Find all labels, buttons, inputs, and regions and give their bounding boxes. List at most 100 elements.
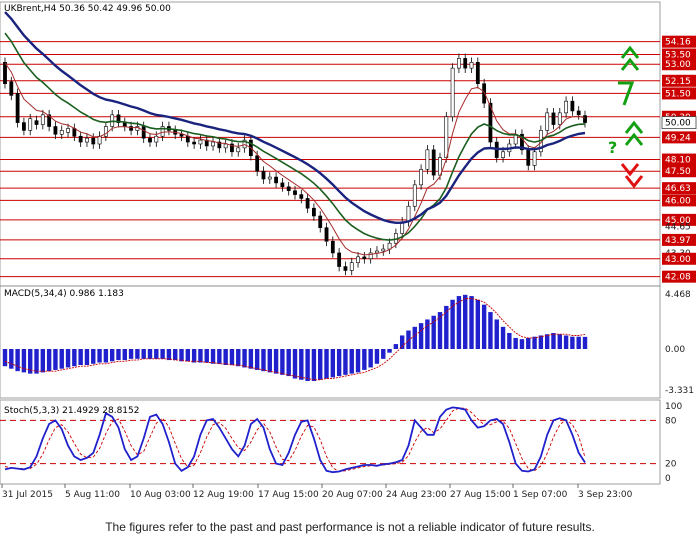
x-tick-label: 12 Aug 19:00	[193, 490, 254, 500]
candle-body	[192, 141, 197, 145]
macd-bar	[450, 299, 455, 349]
macd-bar	[135, 348, 140, 359]
candle-body	[419, 168, 423, 186]
macd-bar	[456, 296, 462, 349]
candle-body	[255, 155, 260, 172]
price-tag	[662, 131, 696, 144]
macd-bar	[84, 348, 90, 365]
candle-body	[286, 186, 291, 191]
question-mark: ?	[608, 138, 617, 157]
x-tick-label: 10 Aug 03:00	[130, 490, 191, 500]
y-tick-label: 42.08	[665, 273, 691, 283]
candle-body	[185, 135, 190, 143]
macd-bar	[166, 348, 172, 361]
y-tick-label: 44.65	[665, 223, 691, 233]
macd-bar	[431, 315, 436, 349]
macd-title: MACD(5,34,4) 0.986 1.183	[4, 289, 124, 299]
candle-body	[85, 137, 89, 143]
candle-body	[305, 198, 310, 209]
green-up-arrow-icon	[624, 120, 644, 134]
red-down-arrow-icon	[620, 163, 640, 177]
macd-frame	[0, 285, 661, 399]
macd-bar	[223, 348, 228, 365]
candle-body	[330, 240, 335, 254]
candle-body	[343, 266, 348, 271]
price-tag	[662, 58, 696, 71]
candle-body	[463, 58, 468, 69]
macd-bar	[563, 335, 569, 349]
candle-body	[59, 130, 64, 135]
candle-body	[261, 170, 266, 180]
candle-body	[570, 100, 575, 112]
candle-body	[362, 256, 367, 260]
macd-bar	[128, 348, 134, 359]
ma-medium-line	[4, 32, 586, 241]
candle-body	[267, 176, 272, 180]
price-tag	[662, 165, 696, 178]
time-axis: 31 Jul 2015 5 Aug 11:00 10 Aug 03:00 12 Aug…	[1, 484, 633, 500]
macd-bar	[507, 332, 512, 349]
candle-body	[160, 126, 165, 137]
candle-body	[274, 176, 278, 184]
candle-body	[318, 215, 323, 228]
stoch-main-line	[4, 406, 586, 474]
macd-bar	[393, 344, 399, 349]
candle-body	[412, 184, 417, 207]
macd-bar	[261, 348, 266, 372]
candle-body	[103, 126, 108, 137]
x-tick-label: 5 Aug 11:00	[65, 490, 120, 500]
macd-bar	[185, 348, 191, 362]
candle-body	[66, 128, 70, 133]
candle-body	[545, 112, 550, 131]
stoch-title: Stoch(5,3,3) 21.4929 28.8152	[4, 406, 139, 416]
candle-body	[431, 149, 436, 176]
y-tick-label: 53.50	[665, 51, 691, 61]
candle-body	[375, 250, 379, 254]
price-tag	[662, 252, 696, 265]
stoch-y-tick: 0	[665, 474, 671, 484]
x-tick-label: 27 Aug 15:00	[450, 490, 511, 500]
price-tag	[662, 153, 696, 166]
macd-bar	[305, 348, 310, 382]
green-up-arrow-icon	[620, 57, 640, 71]
macd-bar	[97, 348, 102, 363]
candle-body	[91, 137, 96, 145]
candle-body	[15, 93, 20, 123]
macd-bar	[513, 337, 518, 349]
macd-bar	[248, 348, 254, 369]
candle-body	[349, 262, 354, 271]
macd-bar	[229, 348, 235, 365]
macd-bar	[551, 332, 556, 349]
macd-bar	[179, 348, 184, 362]
candle-body	[475, 62, 480, 84]
y-tick-label: 53.00	[665, 60, 691, 70]
ma-slow-line	[4, 11, 586, 225]
candle-body	[457, 58, 461, 69]
stoch-frame	[0, 399, 661, 485]
candle-body	[312, 207, 316, 217]
macd-bar	[399, 335, 405, 349]
macd-bar	[280, 348, 285, 375]
macd-y-tick: -3.331	[665, 386, 694, 396]
candle-body	[337, 252, 342, 267]
macd-bar	[78, 348, 83, 365]
macd-bar	[362, 348, 367, 370]
macd-bar	[65, 348, 71, 368]
candle-body	[204, 139, 209, 147]
macd-bar	[318, 348, 323, 380]
macd-bar	[9, 348, 14, 369]
macd-bar	[406, 330, 411, 349]
y-tick-label: 47.50	[665, 167, 691, 177]
candle-body	[520, 133, 524, 151]
candle-body	[9, 81, 14, 96]
macd-bar	[469, 296, 474, 349]
macd-bar	[116, 348, 121, 361]
macd-bar	[147, 348, 153, 359]
candle-body	[34, 120, 39, 125]
macd-bar	[437, 312, 443, 349]
candle-body	[236, 147, 241, 153]
candle-body	[387, 242, 392, 250]
macd-bar	[387, 348, 392, 353]
x-tick-label: 1 Sep 07:00	[513, 490, 568, 500]
macd-bar	[475, 299, 481, 349]
